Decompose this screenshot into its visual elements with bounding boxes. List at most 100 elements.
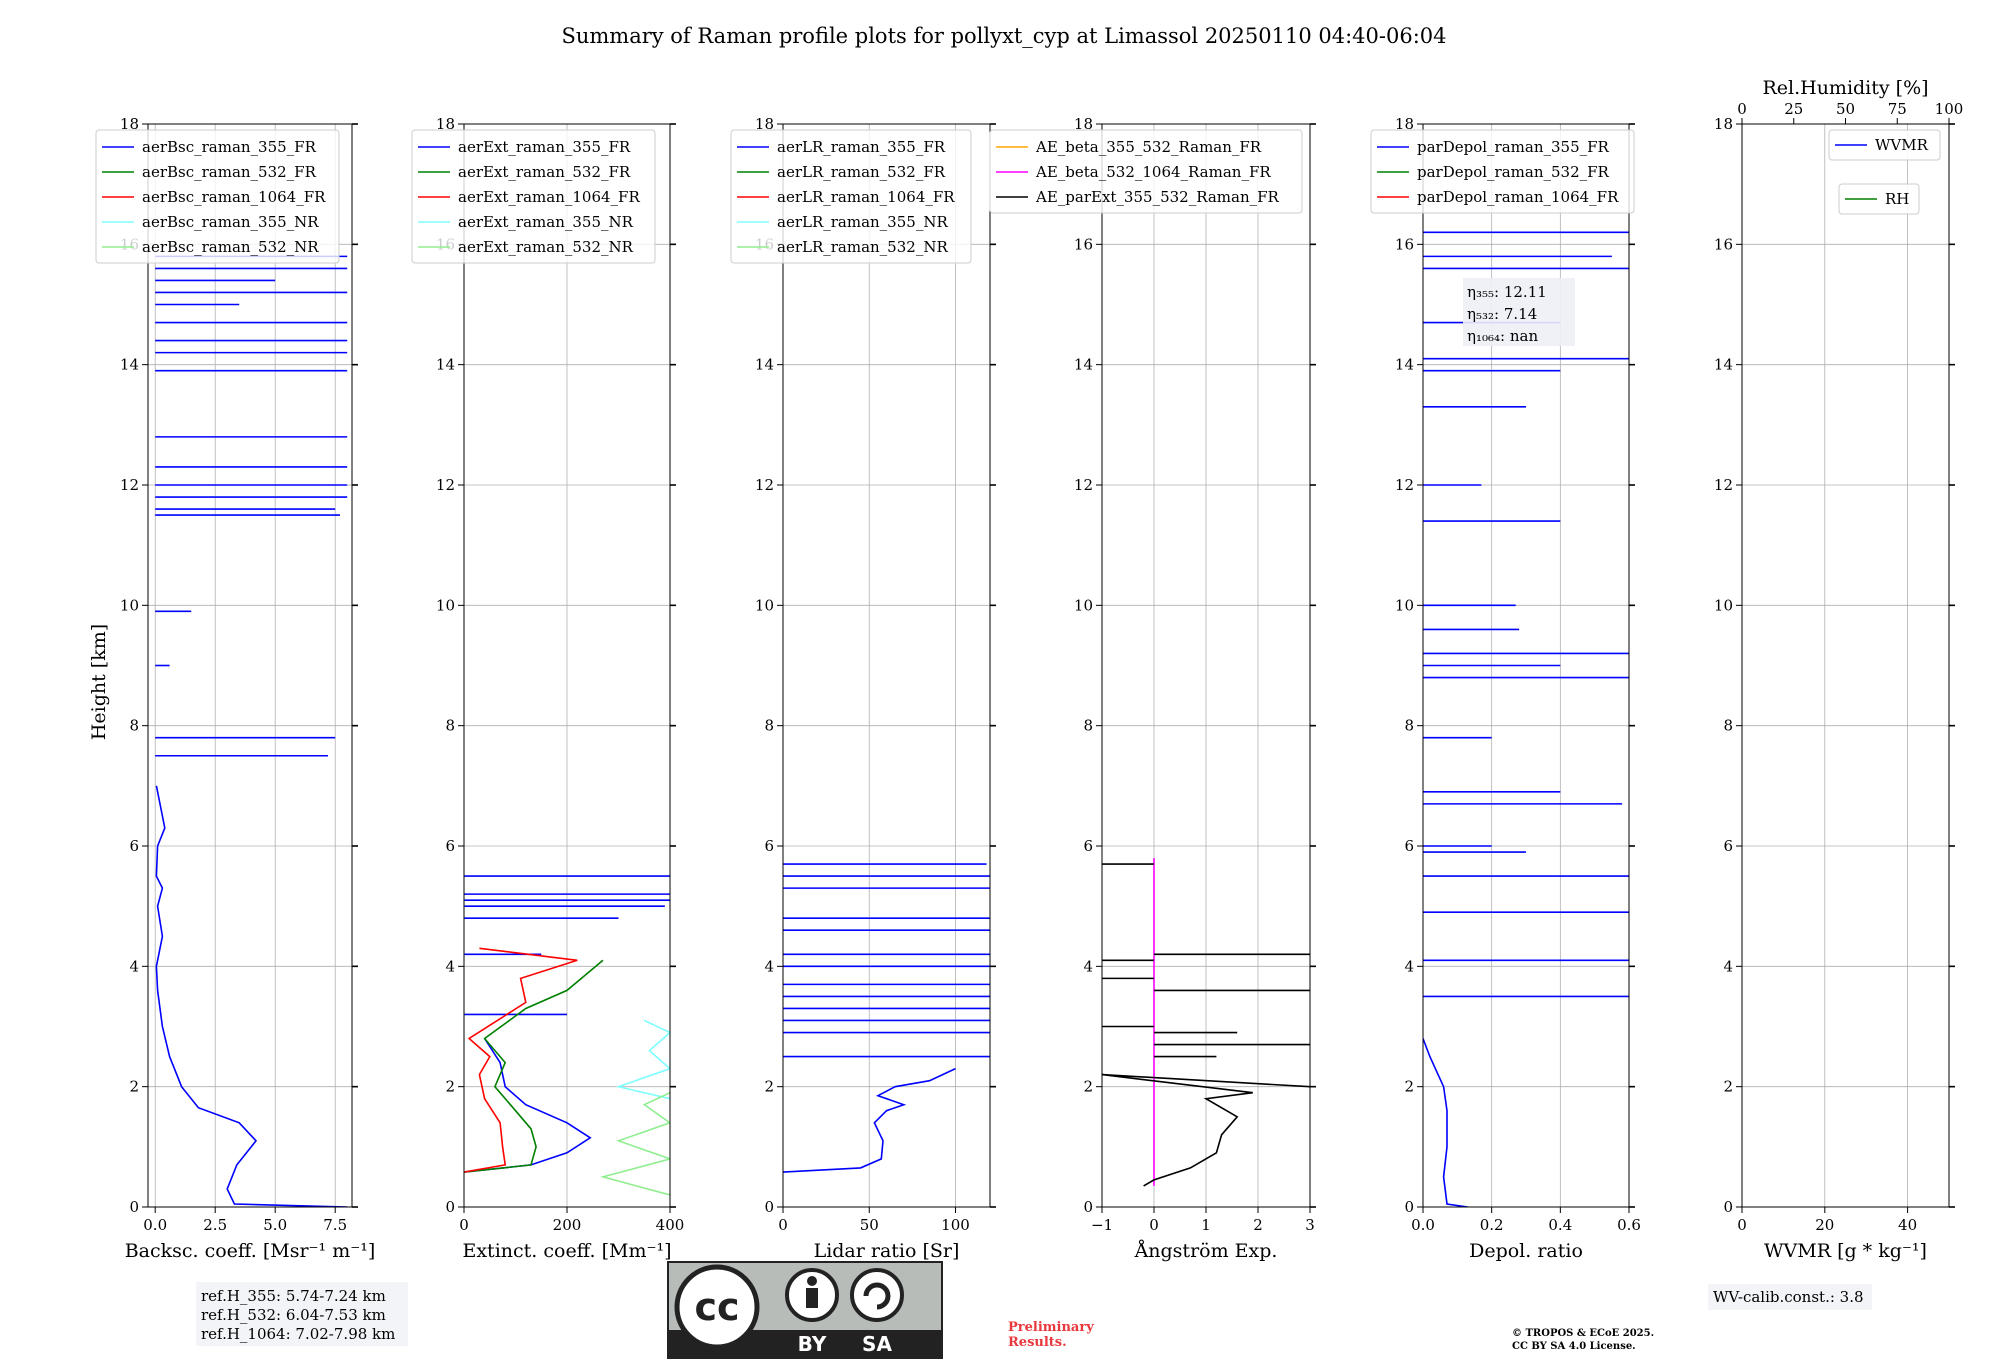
series-line	[1423, 1038, 1468, 1207]
panel-3: 024681012141618050100Lidar ratio [Sr]aer…	[730, 115, 996, 1262]
x-axis-label: Depol. ratio	[1469, 1240, 1583, 1262]
y-tick-label: 16	[1074, 235, 1093, 253]
y-tick-label: 16	[1395, 235, 1414, 253]
y-tick-label: 6	[1404, 837, 1414, 855]
y-tick-label: 10	[436, 596, 455, 614]
series-line	[464, 1038, 592, 1173]
panel-data	[783, 863, 990, 1173]
cc-icon	[674, 1264, 760, 1350]
x-tick-label: 50	[860, 1216, 879, 1234]
y-tick-label: 14	[1714, 356, 1733, 374]
x-axis-label: WVMR [g * kg⁻¹]	[1764, 1240, 1927, 1262]
x-tick-label: 2	[1253, 1216, 1263, 1234]
legend-label: aerExt_raman_532_NR	[458, 238, 634, 256]
ref-height-box-bg	[196, 1282, 408, 1346]
legend-label: aerLR_raman_1064_FR	[777, 188, 955, 206]
y-tick-label: 2	[1723, 1078, 1733, 1096]
y-tick-label: 14	[1395, 356, 1414, 374]
wv-calib-box: WV-calib.const.: 3.8	[1708, 1284, 1872, 1310]
sa-label: SA	[862, 1332, 892, 1356]
top-tick-label: 0	[1737, 100, 1747, 118]
legend-label: aerBsc_raman_355_FR	[142, 138, 317, 156]
x-tick-label: 0.6	[1617, 1216, 1641, 1234]
axes-frame	[1741, 123, 1950, 1208]
y-tick-label: 0	[1723, 1198, 1733, 1216]
x-tick-label: 0.4	[1548, 1216, 1572, 1234]
series-line	[615, 1019, 670, 1100]
x-tick-label: 5.0	[263, 1216, 287, 1234]
by-person-icon-head	[807, 1276, 817, 1286]
y-tick-label: 0	[129, 1198, 139, 1216]
axes-frame	[1422, 123, 1630, 1208]
y-tick-label: 6	[445, 837, 455, 855]
top-tick-label: 100	[1935, 100, 1964, 118]
y-tick-label: 8	[1404, 717, 1414, 735]
y-tick-label: 8	[1723, 717, 1733, 735]
legend-bg	[1370, 129, 1635, 214]
legend-label: parDepol_raman_532_FR	[1417, 163, 1610, 181]
x-tick-label: 0	[1737, 1216, 1747, 1234]
y-tick-label: 0	[1083, 1198, 1093, 1216]
legend-label: aerExt_raman_532_FR	[458, 163, 631, 181]
sa-share-icon-arc	[863, 1282, 891, 1310]
legend-label: WVMR	[1875, 136, 1929, 154]
legend-box: AE_beta_355_532_Raman_FR AE_beta_532_1064…	[989, 129, 1303, 214]
y-tick-label: 6	[764, 837, 774, 855]
top-axis-label: Rel.Humidity [%]	[1762, 77, 1928, 99]
y-tick-label: 2	[129, 1078, 139, 1096]
x-tick-label: 0.0	[143, 1216, 167, 1234]
legend-box: aerExt_raman_355_FR aerExt_raman_532_FRae…	[411, 129, 656, 264]
y-tick-label: 8	[764, 717, 774, 735]
y-tick-label: 12	[436, 476, 455, 494]
series-line	[1102, 1073, 1310, 1187]
legend-label: parDepol_raman_355_FR	[1417, 138, 1610, 156]
legend-label: aerLR_raman_355_FR	[777, 138, 946, 156]
panel-data	[155, 255, 348, 1207]
y-tick-label: 0	[445, 1198, 455, 1216]
legend-bg	[1828, 129, 1941, 161]
x-tick-label: 3	[1305, 1216, 1315, 1234]
legend-label: AE_beta_532_1064_Raman_FR	[1035, 163, 1271, 181]
y-tick-label: 2	[764, 1078, 774, 1096]
legend-bg	[95, 129, 340, 264]
y-tick-label: 10	[1714, 596, 1733, 614]
x-tick-label: 0	[459, 1216, 469, 1234]
preliminary-line-1: Preliminary	[1008, 1320, 1094, 1335]
legend-label: RH	[1885, 190, 1909, 208]
top-tick-label: 75	[1888, 100, 1907, 118]
panel-data	[1102, 858, 1310, 1187]
legend-label: aerBsc_raman_532_FR	[142, 163, 317, 181]
legend-label: aerBsc_raman_1064_FR	[142, 188, 326, 206]
legend-label: parDepol_raman_1064_FR	[1417, 188, 1619, 206]
ref-height-355: ref.H_355: 5.74-7.24 km	[201, 1287, 386, 1305]
legend-label: aerExt_raman_1064_FR	[458, 188, 640, 206]
x-tick-label: 1	[1201, 1216, 1211, 1234]
series-line	[464, 959, 604, 1173]
y-tick-label: 2	[1083, 1078, 1093, 1096]
figure-title: Summary of Raman profile plots for polly…	[561, 24, 1446, 48]
top-tick-label: 50	[1836, 100, 1855, 118]
y-tick-label: 0	[764, 1198, 774, 1216]
panel-2: 0246810121416180200400Extinct. coeff. [M…	[411, 115, 685, 1262]
y-tick-label: 10	[1074, 596, 1093, 614]
wv-calib-text: WV-calib.const.: 3.8	[1713, 1288, 1864, 1306]
by-person-icon-body	[806, 1288, 818, 1308]
y-tick-label: 12	[755, 476, 774, 494]
y-tick-label: 6	[1723, 837, 1733, 855]
sa-share-icon	[850, 1268, 904, 1322]
axes-frame	[147, 123, 353, 1208]
x-tick-label: 40	[1898, 1216, 1917, 1234]
y-axis-label: Height [km]	[88, 624, 110, 740]
top-tick-label: 25	[1784, 100, 1803, 118]
legend-label: aerLR_raman_532_NR	[777, 238, 948, 256]
x-tick-label: 0	[1149, 1216, 1159, 1234]
x-tick-label: 400	[656, 1216, 685, 1234]
y-tick-label: 4	[129, 957, 139, 975]
legend-bg	[411, 129, 656, 264]
y-tick-label: 12	[120, 476, 139, 494]
y-tick-label: 4	[1083, 957, 1093, 975]
y-tick-label: 14	[120, 356, 139, 374]
y-tick-label: 6	[129, 837, 139, 855]
legend-label: aerLR_raman_532_FR	[777, 163, 946, 181]
